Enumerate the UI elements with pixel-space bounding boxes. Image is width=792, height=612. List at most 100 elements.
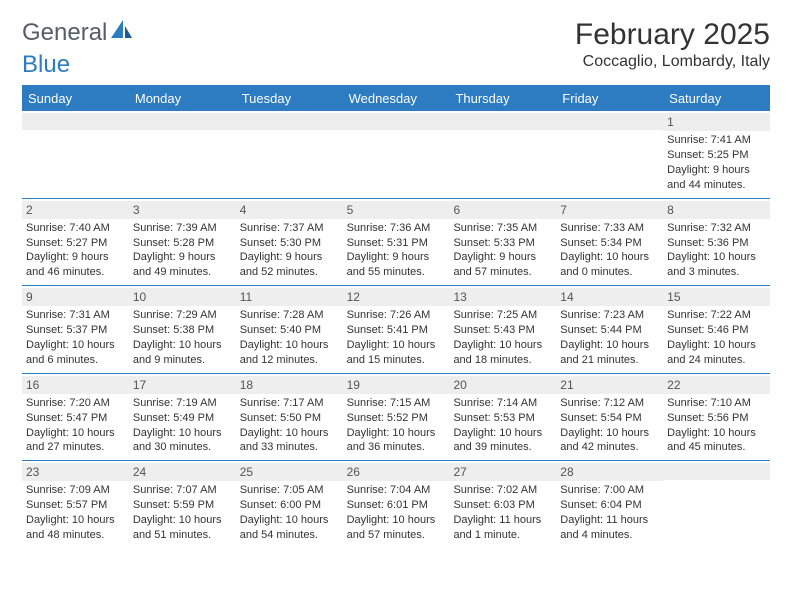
day-cell: 11Sunrise: 7:28 AMSunset: 5:40 PMDayligh… <box>236 286 343 373</box>
day-number: 20 <box>449 376 556 394</box>
sunset-text: Sunset: 5:31 PM <box>347 236 446 251</box>
day-cell: 20Sunrise: 7:14 AMSunset: 5:53 PMDayligh… <box>449 374 556 461</box>
daylight-text: Daylight: 10 hours and 6 minutes. <box>26 338 125 368</box>
day-cell: 15Sunrise: 7:22 AMSunset: 5:46 PMDayligh… <box>663 286 770 373</box>
sunrise-text: Sunrise: 7:02 AM <box>453 483 552 498</box>
day-number: 26 <box>343 463 450 481</box>
sunset-text: Sunset: 6:04 PM <box>560 498 659 513</box>
day-cell: 14Sunrise: 7:23 AMSunset: 5:44 PMDayligh… <box>556 286 663 373</box>
month-title: February 2025 <box>575 18 770 52</box>
day-number: 24 <box>129 463 236 481</box>
sunset-text: Sunset: 5:36 PM <box>667 236 766 251</box>
day-number: 12 <box>343 288 450 306</box>
daylight-text: Daylight: 10 hours and 24 minutes. <box>667 338 766 368</box>
sunset-text: Sunset: 5:33 PM <box>453 236 552 251</box>
day-header: Tuesday <box>236 87 343 110</box>
sunrise-text: Sunrise: 7:39 AM <box>133 221 232 236</box>
sunrise-text: Sunrise: 7:22 AM <box>667 308 766 323</box>
sunset-text: Sunset: 5:49 PM <box>133 411 232 426</box>
sunset-text: Sunset: 6:00 PM <box>240 498 339 513</box>
day-number: 22 <box>663 376 770 394</box>
day-number: 17 <box>129 376 236 394</box>
daylight-text: Daylight: 9 hours and 55 minutes. <box>347 250 446 280</box>
daylight-text: Daylight: 9 hours and 52 minutes. <box>240 250 339 280</box>
day-number: 4 <box>236 201 343 219</box>
sunset-text: Sunset: 5:37 PM <box>26 323 125 338</box>
sunset-text: Sunset: 5:30 PM <box>240 236 339 251</box>
daylight-text: Daylight: 10 hours and 33 minutes. <box>240 426 339 456</box>
day-number: 25 <box>236 463 343 481</box>
day-number <box>449 113 556 130</box>
sunrise-text: Sunrise: 7:04 AM <box>347 483 446 498</box>
day-cell: 1Sunrise: 7:41 AMSunset: 5:25 PMDaylight… <box>663 111 770 198</box>
day-number <box>556 113 663 130</box>
day-header: Monday <box>129 87 236 110</box>
day-header: Sunday <box>22 87 129 110</box>
sunrise-text: Sunrise: 7:35 AM <box>453 221 552 236</box>
logo-sail-icon <box>109 18 133 47</box>
daylight-text: Daylight: 9 hours and 46 minutes. <box>26 250 125 280</box>
sunrise-text: Sunrise: 7:37 AM <box>240 221 339 236</box>
day-number <box>22 113 129 130</box>
day-header: Wednesday <box>343 87 450 110</box>
daylight-text: Daylight: 10 hours and 54 minutes. <box>240 513 339 543</box>
sunset-text: Sunset: 5:56 PM <box>667 411 766 426</box>
day-cell: 21Sunrise: 7:12 AMSunset: 5:54 PMDayligh… <box>556 374 663 461</box>
daylight-text: Daylight: 10 hours and 45 minutes. <box>667 426 766 456</box>
day-cell: 6Sunrise: 7:35 AMSunset: 5:33 PMDaylight… <box>449 199 556 286</box>
sunrise-text: Sunrise: 7:19 AM <box>133 396 232 411</box>
daylight-text: Daylight: 10 hours and 51 minutes. <box>133 513 232 543</box>
week-row: 9Sunrise: 7:31 AMSunset: 5:37 PMDaylight… <box>22 285 770 373</box>
sunrise-text: Sunrise: 7:15 AM <box>347 396 446 411</box>
sunrise-text: Sunrise: 7:26 AM <box>347 308 446 323</box>
daylight-text: Daylight: 10 hours and 30 minutes. <box>133 426 232 456</box>
daylight-text: Daylight: 10 hours and 27 minutes. <box>26 426 125 456</box>
sunrise-text: Sunrise: 7:12 AM <box>560 396 659 411</box>
empty-cell <box>663 461 770 548</box>
day-header: Friday <box>556 87 663 110</box>
sunset-text: Sunset: 5:38 PM <box>133 323 232 338</box>
sunset-text: Sunset: 5:54 PM <box>560 411 659 426</box>
day-header: Thursday <box>449 87 556 110</box>
sunset-text: Sunset: 5:52 PM <box>347 411 446 426</box>
day-cell: 18Sunrise: 7:17 AMSunset: 5:50 PMDayligh… <box>236 374 343 461</box>
day-cell: 24Sunrise: 7:07 AMSunset: 5:59 PMDayligh… <box>129 461 236 548</box>
day-number: 23 <box>22 463 129 481</box>
day-cell: 12Sunrise: 7:26 AMSunset: 5:41 PMDayligh… <box>343 286 450 373</box>
sunset-text: Sunset: 5:27 PM <box>26 236 125 251</box>
day-number: 21 <box>556 376 663 394</box>
empty-cell <box>449 111 556 198</box>
day-cell: 26Sunrise: 7:04 AMSunset: 6:01 PMDayligh… <box>343 461 450 548</box>
daylight-text: Daylight: 10 hours and 9 minutes. <box>133 338 232 368</box>
day-cell: 4 Sunrise: 7:37 AMSunset: 5:30 PMDaylight… <box>236 199 343 286</box>
day-cell: 8Sunrise: 7:32 AMSunset: 5:36 PMDaylight… <box>663 199 770 286</box>
sunset-text: Sunset: 5:25 PM <box>667 148 766 163</box>
day-number <box>236 113 343 130</box>
day-cell: 10Sunrise: 7:29 AMSunset: 5:38 PMDayligh… <box>129 286 236 373</box>
sunset-text: Sunset: 6:01 PM <box>347 498 446 513</box>
sunset-text: Sunset: 5:53 PM <box>453 411 552 426</box>
day-cell: 22Sunrise: 7:10 AMSunset: 5:56 PMDayligh… <box>663 374 770 461</box>
day-number: 2 <box>22 201 129 219</box>
day-cell: 13Sunrise: 7:25 AMSunset: 5:43 PMDayligh… <box>449 286 556 373</box>
day-header-row: SundayMondayTuesdayWednesdayThursdayFrid… <box>22 87 770 110</box>
sunrise-text: Sunrise: 7:41 AM <box>667 133 766 148</box>
sunrise-text: Sunrise: 7:05 AM <box>240 483 339 498</box>
day-header: Saturday <box>663 87 770 110</box>
day-number: 18 <box>236 376 343 394</box>
daylight-text: Daylight: 10 hours and 21 minutes. <box>560 338 659 368</box>
daylight-text: Daylight: 10 hours and 18 minutes. <box>453 338 552 368</box>
day-cell: 5Sunrise: 7:36 AMSunset: 5:31 PMDaylight… <box>343 199 450 286</box>
sunset-text: Sunset: 5:41 PM <box>347 323 446 338</box>
day-number <box>343 113 450 130</box>
week-row: 2Sunrise: 7:40 AMSunset: 5:27 PMDaylight… <box>22 198 770 286</box>
empty-cell <box>343 111 450 198</box>
empty-cell <box>22 111 129 198</box>
sunrise-text: Sunrise: 7:36 AM <box>347 221 446 236</box>
daylight-text: Daylight: 11 hours and 4 minutes. <box>560 513 659 543</box>
sunrise-text: Sunrise: 7:23 AM <box>560 308 659 323</box>
sunset-text: Sunset: 5:50 PM <box>240 411 339 426</box>
day-number: 11 <box>236 288 343 306</box>
sunset-text: Sunset: 5:44 PM <box>560 323 659 338</box>
sunset-text: Sunset: 5:59 PM <box>133 498 232 513</box>
